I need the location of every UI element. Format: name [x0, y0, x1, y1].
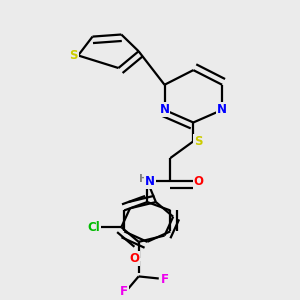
- Text: N: N: [145, 175, 155, 188]
- Text: F: F: [160, 273, 169, 286]
- Text: S: S: [70, 49, 78, 62]
- Text: S: S: [194, 135, 203, 148]
- Text: F: F: [120, 285, 128, 298]
- Text: Cl: Cl: [88, 221, 100, 234]
- Text: O: O: [194, 175, 203, 188]
- Text: N: N: [217, 103, 227, 116]
- Text: H: H: [139, 174, 147, 184]
- Text: O: O: [129, 252, 139, 265]
- Text: N: N: [160, 103, 170, 116]
